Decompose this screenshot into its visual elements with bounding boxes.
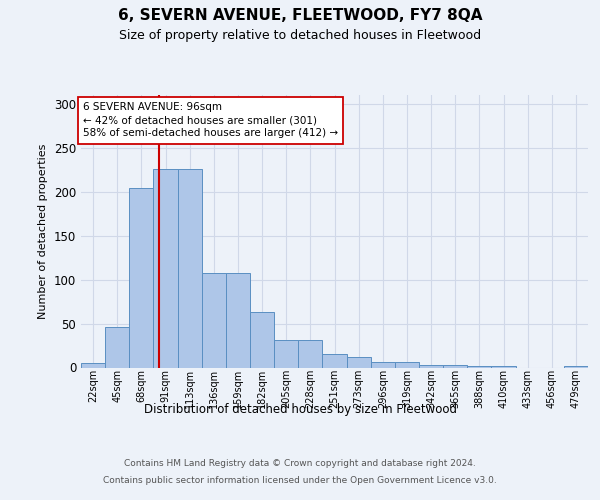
Bar <box>81 363 105 368</box>
Bar <box>250 312 274 368</box>
Bar <box>105 327 129 368</box>
Y-axis label: Number of detached properties: Number of detached properties <box>38 144 49 319</box>
Text: Size of property relative to detached houses in Fleetwood: Size of property relative to detached ho… <box>119 29 481 42</box>
Bar <box>274 340 298 367</box>
Text: 6, SEVERN AVENUE, FLEETWOOD, FY7 8QA: 6, SEVERN AVENUE, FLEETWOOD, FY7 8QA <box>118 8 482 22</box>
Bar <box>154 169 178 368</box>
Bar <box>371 362 395 368</box>
Bar <box>129 188 154 368</box>
Bar <box>443 365 467 368</box>
Bar <box>467 366 491 368</box>
Bar <box>298 340 322 367</box>
Bar <box>226 274 250 368</box>
Bar <box>202 274 226 368</box>
Bar <box>564 366 588 368</box>
Bar <box>395 362 419 368</box>
Bar <box>322 354 347 368</box>
Bar <box>419 365 443 368</box>
Bar <box>347 357 371 368</box>
Bar <box>491 366 515 368</box>
Text: Contains HM Land Registry data © Crown copyright and database right 2024.: Contains HM Land Registry data © Crown c… <box>124 459 476 468</box>
Text: 6 SEVERN AVENUE: 96sqm
← 42% of detached houses are smaller (301)
58% of semi-de: 6 SEVERN AVENUE: 96sqm ← 42% of detached… <box>83 102 338 139</box>
Text: Contains public sector information licensed under the Open Government Licence v3: Contains public sector information licen… <box>103 476 497 485</box>
Bar <box>178 169 202 368</box>
Text: Distribution of detached houses by size in Fleetwood: Distribution of detached houses by size … <box>143 402 457 415</box>
